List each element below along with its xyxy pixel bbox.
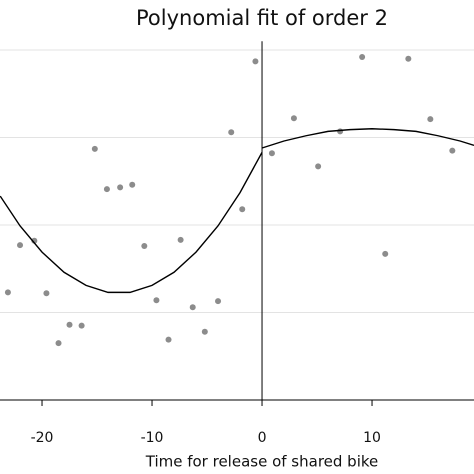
x-tick-label: -10 bbox=[141, 430, 164, 446]
point bbox=[315, 163, 322, 170]
point bbox=[359, 54, 366, 60]
point bbox=[103, 186, 110, 193]
point bbox=[129, 181, 136, 188]
point bbox=[141, 243, 148, 249]
point bbox=[66, 321, 73, 328]
point bbox=[449, 147, 456, 154]
point bbox=[31, 237, 38, 244]
chart-title: Polynomial fit of order 2 bbox=[136, 6, 388, 30]
point bbox=[43, 290, 50, 297]
point bbox=[290, 115, 297, 122]
x-tick-label: 10 bbox=[363, 430, 381, 446]
point bbox=[78, 322, 85, 329]
x-axis-label: Time for release of shared bike bbox=[145, 453, 379, 471]
point bbox=[239, 206, 246, 213]
point bbox=[165, 336, 172, 343]
point bbox=[405, 55, 412, 62]
point bbox=[153, 297, 160, 304]
point bbox=[4, 289, 11, 296]
point bbox=[228, 129, 235, 136]
point bbox=[91, 145, 98, 152]
x-tick-label: -20 bbox=[31, 430, 54, 446]
point bbox=[201, 328, 208, 335]
point bbox=[337, 128, 344, 135]
point bbox=[215, 298, 222, 305]
point bbox=[189, 304, 196, 311]
point bbox=[177, 236, 184, 243]
point bbox=[268, 150, 275, 157]
point bbox=[55, 340, 62, 347]
point bbox=[382, 250, 389, 257]
point bbox=[252, 58, 259, 65]
fit-line bbox=[0, 152, 263, 294]
x-tick-label: 0 bbox=[258, 430, 267, 446]
fit-line bbox=[261, 128, 474, 149]
point bbox=[17, 242, 24, 249]
point bbox=[117, 184, 124, 191]
point bbox=[427, 116, 434, 123]
